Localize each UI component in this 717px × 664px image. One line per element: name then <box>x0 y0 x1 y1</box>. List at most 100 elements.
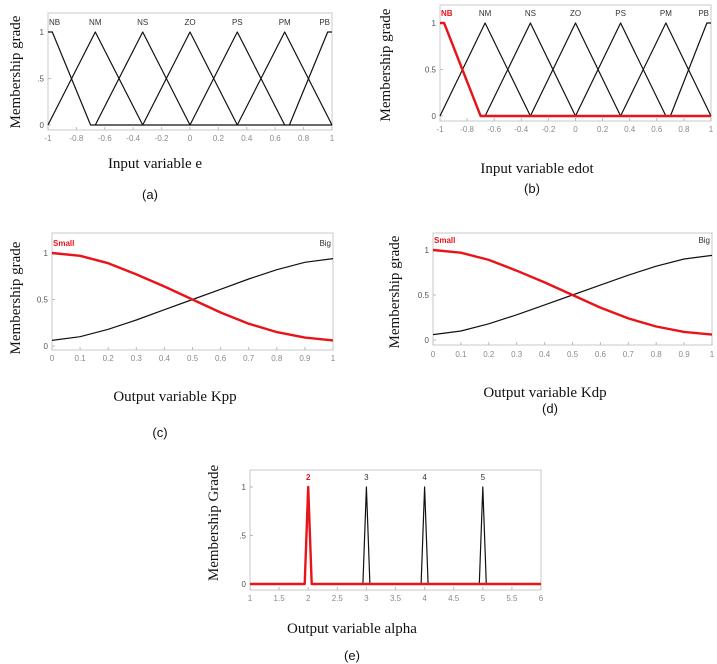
x-tick-label: 3.5 <box>390 594 402 603</box>
subfigure-caption: (e) <box>344 648 360 663</box>
x-tick-label: 3 <box>364 594 369 603</box>
y-tick-label: 1 <box>242 483 247 492</box>
y-tick-label: 0 <box>44 342 49 351</box>
x-tick-label: -0.2 <box>542 125 556 134</box>
x-tick-label: 1.5 <box>274 594 286 603</box>
mf-label: Big <box>698 236 710 245</box>
mf-label: 3 <box>364 473 369 482</box>
mf-label: PS <box>615 9 626 18</box>
y-tick-label: 1 <box>432 19 437 28</box>
x-tick-label: 0.9 <box>299 354 311 363</box>
axes-frame <box>249 469 542 591</box>
x-tick-label: 1 <box>248 594 253 603</box>
mf-label: Big <box>319 239 331 248</box>
x-tick-label: 0.3 <box>131 354 143 363</box>
mf-label: NB <box>441 9 453 18</box>
x-tick-label: 1 <box>331 354 336 363</box>
chart-a: -1 -0.8 -0.6 -0.4 -0.2 0 0.2 0.4 0.6 0.8 1 0 .5 1 NB NM… <box>8 12 335 202</box>
x-tick-label: 0.2 <box>103 354 115 363</box>
y-tick-label: .5 <box>239 532 246 541</box>
mf-curve-small <box>51 251 334 342</box>
mf-label: PM <box>660 9 672 18</box>
mf-curve-zo <box>142 31 238 126</box>
x-tick-label: -0.6 <box>487 125 501 134</box>
mf-curve-3 <box>362 486 371 585</box>
mf-curve-zo <box>529 22 622 117</box>
x-tick-label: 4 <box>422 594 427 603</box>
mf-curve-small <box>432 248 713 336</box>
x-tick-label: 0.4 <box>241 134 253 143</box>
y-tick-label: 0 <box>432 112 437 121</box>
x-tick-label: 2.5 <box>332 594 344 603</box>
x-tick-label: 0.4 <box>539 350 551 359</box>
subfigure-caption: (c) <box>152 425 167 440</box>
x-tick-label: 0 <box>188 134 193 143</box>
x-tick-label: 0.9 <box>679 350 691 359</box>
mf-label: PS <box>232 18 243 27</box>
x-tick-label: 0.2 <box>483 350 495 359</box>
y-tick-label: 0 <box>242 580 247 589</box>
x-tick-label: 0.6 <box>215 354 227 363</box>
subfigure-caption: (b) <box>524 181 540 196</box>
mf-curve-nm <box>439 22 531 117</box>
x-tick-label: -0.8 <box>460 125 474 134</box>
chart-d: 0 0.1 0.2 0.3 0.4 0.5 0.6 0.7 0.8 0.9 1 0 0.5 1 Big Sma… <box>387 232 715 416</box>
mf-curve-ns <box>484 22 577 117</box>
x-tick-label: 0.2 <box>597 125 609 134</box>
mf-label: NM <box>479 9 492 18</box>
x-tick-label: 0.1 <box>455 350 467 359</box>
x-tick-label: 2 <box>306 594 311 603</box>
x-tick-label: 0.6 <box>651 125 663 134</box>
mf-label: NM <box>89 18 102 27</box>
x-tick-label: 0 <box>573 125 578 134</box>
y-tick-label: 0.5 <box>37 296 49 305</box>
x-tick-label: 1 <box>330 134 335 143</box>
mf-label: PM <box>279 18 291 27</box>
mf-label: PB <box>319 18 330 27</box>
x-tick-label: 0.7 <box>243 354 255 363</box>
x-axis-label: Output variable Kdp <box>483 385 606 401</box>
x-tick-label: 0.1 <box>75 354 87 363</box>
mf-curve-ps <box>574 22 667 117</box>
subfigure-caption: (a) <box>142 187 158 202</box>
x-tick-label: 0.5 <box>567 350 579 359</box>
x-tick-label: 1 <box>709 125 714 134</box>
y-tick-label: 0 <box>40 121 45 130</box>
x-tick-label: 0.4 <box>159 354 171 363</box>
y-tick-label: 0.5 <box>425 66 437 75</box>
x-axis-label: Input variable edot <box>480 161 594 177</box>
mf-label: Small <box>53 239 74 248</box>
axes-frame <box>439 4 712 122</box>
mf-label: NS <box>525 9 536 18</box>
y-axis-label: Membership grade <box>8 15 24 128</box>
x-tick-label: 0.4 <box>624 125 636 134</box>
x-tick-label: -0.4 <box>126 134 140 143</box>
mf-label: Small <box>434 236 455 245</box>
x-tick-label: -0.2 <box>155 134 169 143</box>
x-tick-label: -0.6 <box>98 134 112 143</box>
y-axis-label: Membership grade <box>8 241 24 354</box>
mf-label: 2 <box>306 473 311 482</box>
x-tick-label: 0.6 <box>595 350 607 359</box>
x-tick-label: 0.3 <box>511 350 523 359</box>
mf-curve-pb <box>669 22 711 117</box>
x-tick-label: 0.8 <box>298 134 310 143</box>
chart-c: 0 0.1 0.2 0.3 0.4 0.5 0.6 0.7 0.8 0.9 1 0 0.5 1 Big Sma… <box>8 232 336 440</box>
y-tick-label: 1 <box>44 249 49 258</box>
mf-label: 4 <box>422 473 427 482</box>
subfigure-caption: (d) <box>542 401 558 416</box>
x-tick-label: 0.7 <box>623 350 635 359</box>
mf-curve-ns <box>94 31 191 126</box>
y-tick-label: 1 <box>425 246 430 255</box>
x-tick-label: 0.8 <box>651 350 663 359</box>
x-tick-label: -0.4 <box>514 125 528 134</box>
x-axis-label: Output variable Kpp <box>113 389 236 405</box>
x-tick-label: 6 <box>539 594 544 603</box>
mf-label: ZO <box>570 9 581 18</box>
x-tick-label: 0.6 <box>270 134 282 143</box>
y-tick-label: 1 <box>40 28 45 37</box>
y-tick-label: .5 <box>37 75 44 84</box>
mf-curve-pm <box>236 31 333 126</box>
